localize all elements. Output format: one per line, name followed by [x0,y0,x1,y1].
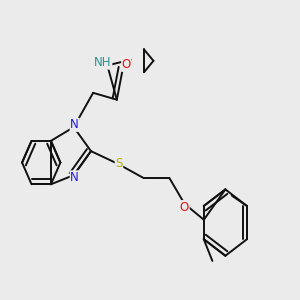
Text: O: O [180,201,189,214]
Text: O: O [122,58,131,71]
Text: S: S [115,157,123,170]
Text: N: N [70,171,79,184]
Text: NH: NH [94,56,112,69]
Text: N: N [70,118,79,131]
